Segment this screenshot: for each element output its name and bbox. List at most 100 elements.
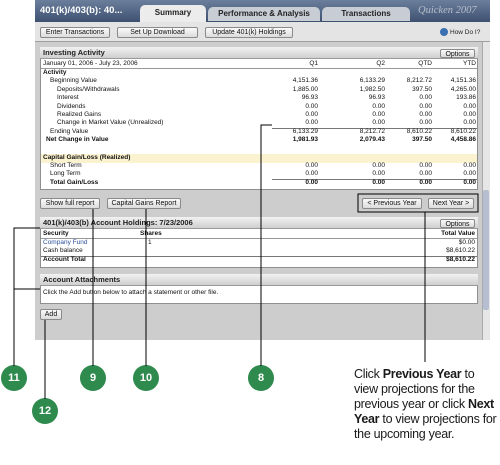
row-value: 0.00 [305,119,318,127]
total-value: $8,610.22 [446,247,475,255]
report-button[interactable]: Show full report [40,198,100,209]
row-value: 193.86 [456,94,476,102]
row-value: 6,133.29 [292,127,318,135]
row-value: 0.00 [463,178,476,186]
column-header: Total Value [441,230,475,237]
callout-badge: 10 [133,365,159,391]
caption: Click Previous Year to view projections … [354,367,498,463]
row-value: 8,610.22 [406,127,432,135]
caption-emphasis: Previous Year [382,367,462,381]
row-label: Ending Value [50,127,89,135]
toolbar-button[interactable]: Update 401(k) Holdings [205,27,293,38]
row-value: 0.00 [419,119,432,127]
row-value: 0.00 [372,178,385,186]
row-value: 0.00 [463,102,476,110]
row-label: Long Term [50,170,81,178]
row-label: Short Term [50,162,82,169]
attachments-title: Account Attachments [40,274,478,286]
tab[interactable]: Summary [140,5,206,22]
section-heading: Capital Gain/Loss (Realized) [43,153,131,161]
caption-text: to view projections for the upcoming yea… [354,412,497,441]
options-button[interactable]: Options [440,49,475,58]
toolbar-button[interactable]: Set Up Download [117,27,198,38]
callout-badge: 11 [1,365,27,391]
row-value: 0.00 [463,119,476,127]
row-value: 0.00 [305,162,318,169]
row-value: 8,212.72 [406,77,432,85]
row-value: 4,265.00 [450,85,476,93]
row-value: 0.00 [419,111,432,118]
row-label: Change in Market Value (Unrealized) [57,119,164,127]
callout-badge: 8 [248,365,274,391]
tab[interactable]: Performance & Analysis [208,7,320,21]
column-header: Q2 [376,60,385,67]
row-label: Interest [57,94,79,102]
year-button[interactable]: Next Year > [428,198,474,209]
column-header: Shares [140,230,162,237]
attachments-text: Click the Add button below to attach a s… [43,289,219,296]
row-value: 96.93 [301,94,318,102]
row-value: 0.00 [372,102,385,110]
security[interactable]: Company Fund [43,239,88,246]
row-value: 8,610.22 [450,127,476,135]
column-header: Q1 [309,60,318,67]
help-link[interactable]: How Do I? [450,29,481,36]
column-header: Security [43,230,69,237]
caption-emphasis: Next Year [354,397,494,426]
row-value: 6,133.29 [359,77,385,85]
row-value: 1,885.00 [292,85,318,93]
activity-title: Investing Activity [40,47,478,59]
row-label: Realized Gains [57,111,102,118]
add-button[interactable]: Add [40,309,62,320]
row-value: 0.00 [372,111,385,118]
row-value: 0.00 [372,162,385,169]
security: Cash balance [43,247,83,255]
row-value: 0.00 [419,178,432,186]
tab[interactable]: Transactions [322,7,410,21]
row-value: 8,212.72 [359,127,385,135]
row-value: 0.00 [372,170,385,178]
row-value: 0.00 [372,119,385,127]
row-value: 0.00 [305,178,318,186]
row-label: Dividends [57,102,86,110]
row-value: 0.00 [419,102,432,110]
row-value: 4,458.86 [450,136,476,144]
row-value: 0.00 [305,102,318,110]
row-value: 96.93 [368,94,385,102]
column-header: YTD [463,60,476,67]
row-value: 4,151.36 [450,77,476,85]
row-value: 4,151.36 [292,77,318,85]
row-value: 0.00 [463,170,476,178]
toolbar-button[interactable]: Enter Transactions [40,27,110,38]
total-rule [272,178,477,180]
total-rule [41,255,477,257]
callout-badge: 12 [32,398,58,424]
row-value: 0.00 [419,162,432,169]
row-value: 0.00 [305,170,318,178]
help-icon [440,28,448,36]
total-value: $8,610.22 [446,255,475,263]
year-button[interactable]: < Previous Year [362,198,422,209]
row-value: 2,079.43 [359,136,385,144]
report-button[interactable]: Capital Gains Report [107,198,181,209]
row-value: 0.00 [463,162,476,169]
scroll-thumb [483,190,489,310]
options-button[interactable]: Options [440,219,475,228]
caption-text: to view projections for the previous yea… [354,367,475,411]
total-rule [272,127,477,129]
row-value: 1,981.93 [292,136,318,144]
row-label: Deposits/Withdrawals [57,85,120,93]
activity-panel [40,47,478,190]
row-value: 0.00 [419,94,432,102]
caption-text: Click [354,367,383,381]
brand: Quicken 2007 [418,5,477,16]
header-rule [41,68,477,69]
window-title: 401(k)/403(b): 40... [40,5,123,16]
header-rule [41,238,477,239]
callout-badge: 9 [80,365,106,391]
row-value: 397.50 [412,136,432,144]
security: Account Total [43,255,86,263]
total-value: $0.00 [458,239,475,246]
